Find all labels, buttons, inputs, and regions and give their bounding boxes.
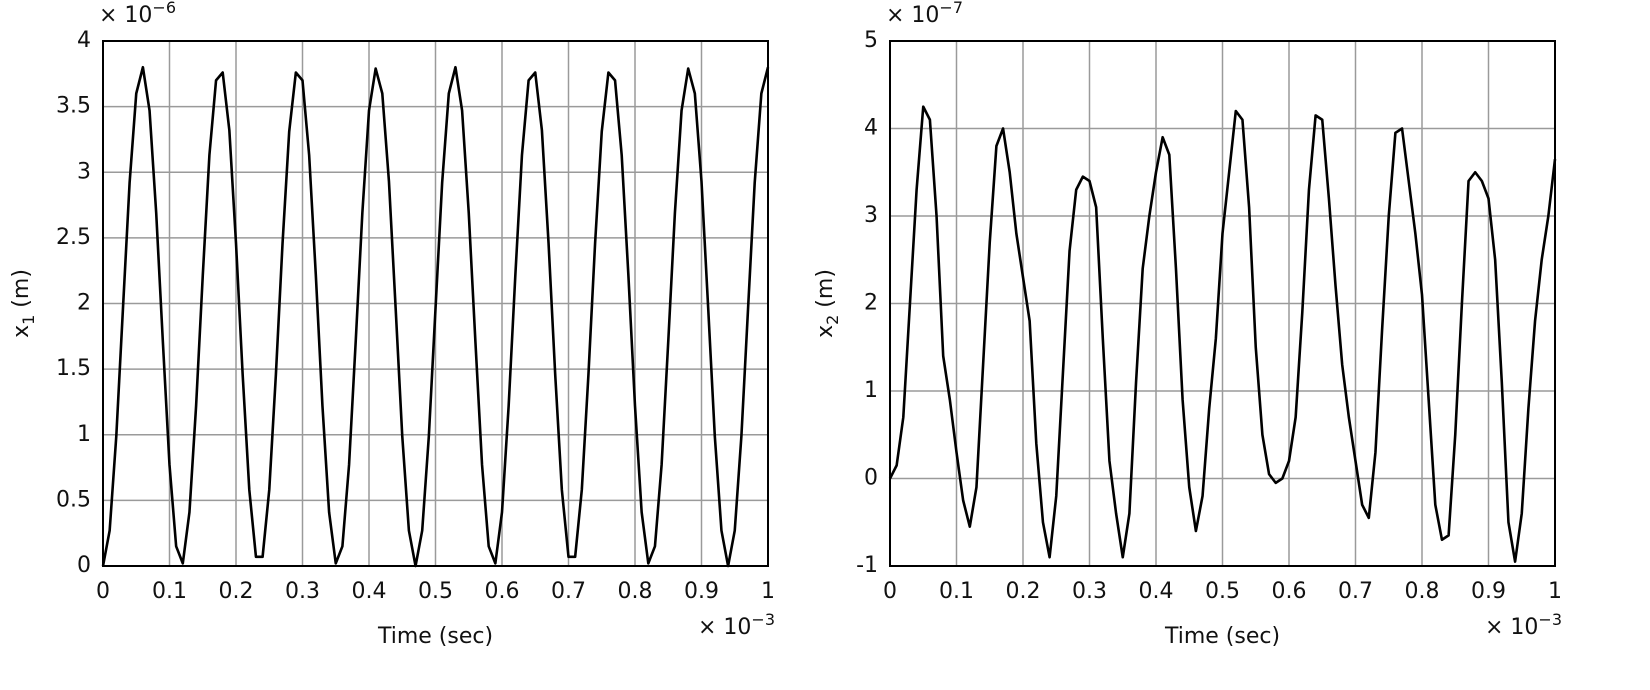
x-tick-label: 0.6 (1272, 579, 1307, 604)
x-tick-label: 0.5 (1205, 579, 1240, 604)
x-tick-label: 0.3 (1072, 579, 1107, 604)
x-tick-label: 0.9 (1471, 579, 1506, 604)
y-tick-label: 1 (864, 378, 878, 403)
chart-panel: 0 0.1 0.2 0.3 0.4 0.5 0.6 0.7 0.8 0.9 1 0 0.5 1 1.5 2 2.… (9, 0, 775, 649)
y-label-sub: 2 (823, 315, 842, 325)
multiplier-base: × 10 (886, 3, 939, 28)
x-tick-label: 0.9 (684, 579, 719, 604)
y-tick-label: 0.5 (56, 487, 91, 512)
y-tick-label: 2.5 (56, 225, 91, 250)
y-tick-label: 5 (864, 28, 878, 53)
plot-frame (102, 40, 769, 567)
multiplier-base: × 10 (698, 615, 751, 640)
y-label-rest: (m) (9, 269, 34, 315)
x-tick-label: 0.8 (618, 579, 653, 604)
x-axis-label: Time (sec) (377, 624, 493, 649)
x-tick-label: 0.2 (219, 579, 254, 604)
multiplier-base: × 10 (1485, 615, 1538, 640)
y-tick-label: 0 (864, 466, 878, 491)
y-tick-label: 4 (864, 116, 878, 141)
x-tick-label: 0.6 (485, 579, 520, 604)
x-tick-label: 0.1 (939, 579, 974, 604)
y-label-base: x (813, 325, 838, 338)
y-multiplier: × 10−7 (886, 0, 963, 28)
y-label-sub: 1 (19, 315, 38, 325)
x-tick-label: 1 (1548, 579, 1562, 604)
y-tick-label: 3 (77, 159, 91, 184)
x-tick-label: 0.5 (418, 579, 453, 604)
x-tick-label: 0 (883, 579, 897, 604)
y-label-rest: (m) (813, 269, 838, 315)
y-tick-label: 1 (77, 422, 91, 447)
x-axis-label: Time (sec) (1164, 624, 1280, 649)
x-multiplier: × 10−3 (698, 610, 775, 641)
y-axis-label: x1 (m) (9, 269, 38, 338)
multiplier-exponent: −7 (939, 0, 963, 17)
x-multiplier: × 10−3 (1485, 610, 1562, 641)
plot-frame (889, 40, 1556, 567)
y-tick-label: 3.5 (56, 94, 91, 119)
x-tick-label: 0 (96, 579, 110, 604)
x-tick-label: 0.7 (1338, 579, 1373, 604)
y-multiplier: × 10−6 (99, 0, 176, 28)
x-tick-label: 0.7 (551, 579, 586, 604)
x-tick-label: 0.1 (152, 579, 187, 604)
multiplier-exponent: −3 (1538, 610, 1562, 629)
x-tick-label: 0.3 (285, 579, 320, 604)
multiplier-exponent: −3 (751, 610, 775, 629)
y-tick-label: -1 (856, 553, 878, 578)
x-tick-label: 0.4 (352, 579, 387, 604)
y-tick-label: 3 (864, 203, 878, 228)
y-tick-label: 2 (864, 291, 878, 316)
y-tick-label: 1.5 (56, 356, 91, 381)
x-tick-label: 0.8 (1405, 579, 1440, 604)
data-line (101, 65, 770, 568)
multiplier-exponent: −6 (152, 0, 176, 17)
y-tick-label: 2 (77, 291, 91, 316)
x-tick-label: 0.2 (1006, 579, 1041, 604)
x-tick-label: 1 (761, 579, 775, 604)
multiplier-base: × 10 (99, 3, 152, 28)
y-axis-label: x2 (m) (813, 269, 842, 338)
y-tick-label: 4 (77, 28, 91, 53)
y-tick-label: 0 (77, 553, 91, 578)
data-line (888, 105, 1557, 563)
x-tick-label: 0.4 (1139, 579, 1174, 604)
y-label-base: x (9, 325, 34, 338)
